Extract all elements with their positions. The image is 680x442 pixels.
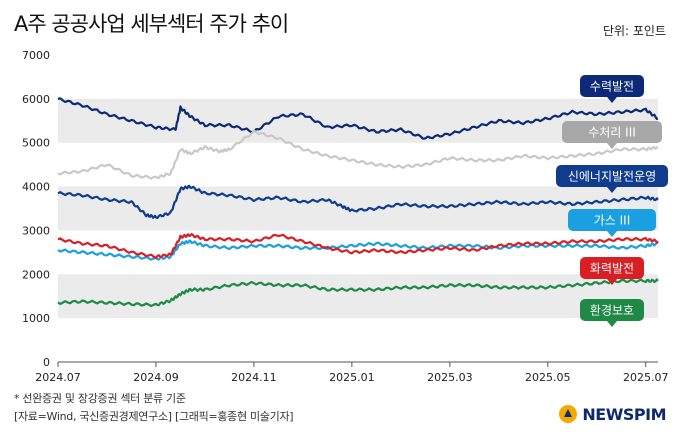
series-label: 환경보호 (590, 304, 634, 318)
series-label: 수력발전 (590, 80, 634, 94)
footnote-source: [자료=Wind, 국신증권경제연구소] [그래픽=홍종현 미술기자] (14, 410, 294, 423)
series-label-pointer (607, 231, 617, 237)
series-line (57, 239, 659, 261)
newspim-logo-text: NEWSPIM (582, 404, 666, 424)
series-label: 신에너지발전운영 (568, 170, 656, 184)
series-label-box (580, 75, 644, 97)
x-tick-label: 2024.07 (35, 371, 81, 384)
chart-title: A주 공공사업 세부섹터 주가 추이 (14, 12, 289, 36)
y-tick-label: 5000 (22, 137, 50, 150)
x-tick-label: 2025.01 (329, 371, 375, 384)
y-tick-label: 4000 (22, 181, 50, 194)
y-tick-label: 6000 (22, 93, 50, 106)
grid-band (58, 274, 658, 319)
series-label-box (568, 209, 656, 231)
series-label-pointer (607, 279, 617, 285)
x-tick-label: 2024.11 (231, 371, 277, 384)
x-tick-label: 2025.03 (427, 371, 473, 384)
y-tick-label: 0 (43, 356, 50, 369)
series-label-box (580, 257, 644, 279)
series-line (57, 278, 659, 308)
series-line (57, 184, 659, 220)
newspim-logo: NEWSPIM (558, 403, 666, 425)
y-tick-label: 3000 (22, 224, 50, 237)
y-tick-label: 1000 (22, 312, 50, 325)
footnote-classification: * 선완증권 및 장강증권 섹터 분류 기준 (14, 392, 186, 405)
y-tick-label: 2000 (22, 268, 50, 281)
series-line (57, 129, 659, 180)
series-label-box (556, 165, 668, 187)
grid-band (58, 98, 658, 143)
series-label: 가스 III (594, 214, 631, 228)
unit-label: 단위: 포인트 (602, 24, 666, 38)
newspim-logo-icon (559, 405, 578, 423)
x-tick-label: 2025.05 (525, 371, 571, 384)
grid-band (58, 186, 658, 231)
series-line (57, 97, 659, 140)
series-label-pointer (607, 321, 617, 327)
series-label-pointer (607, 143, 617, 149)
series-label-pointer (607, 97, 617, 103)
x-tick-label: 2025.07 (623, 371, 669, 384)
series-label-box (562, 121, 662, 143)
series-line (57, 233, 659, 259)
series-label: 화력발전 (590, 262, 634, 276)
series-label: 수처리 III (588, 126, 636, 140)
y-tick-label: 7000 (22, 49, 50, 62)
series-label-pointer (607, 187, 617, 193)
series-label-box (580, 299, 644, 321)
x-tick-label: 2024.09 (133, 371, 179, 384)
